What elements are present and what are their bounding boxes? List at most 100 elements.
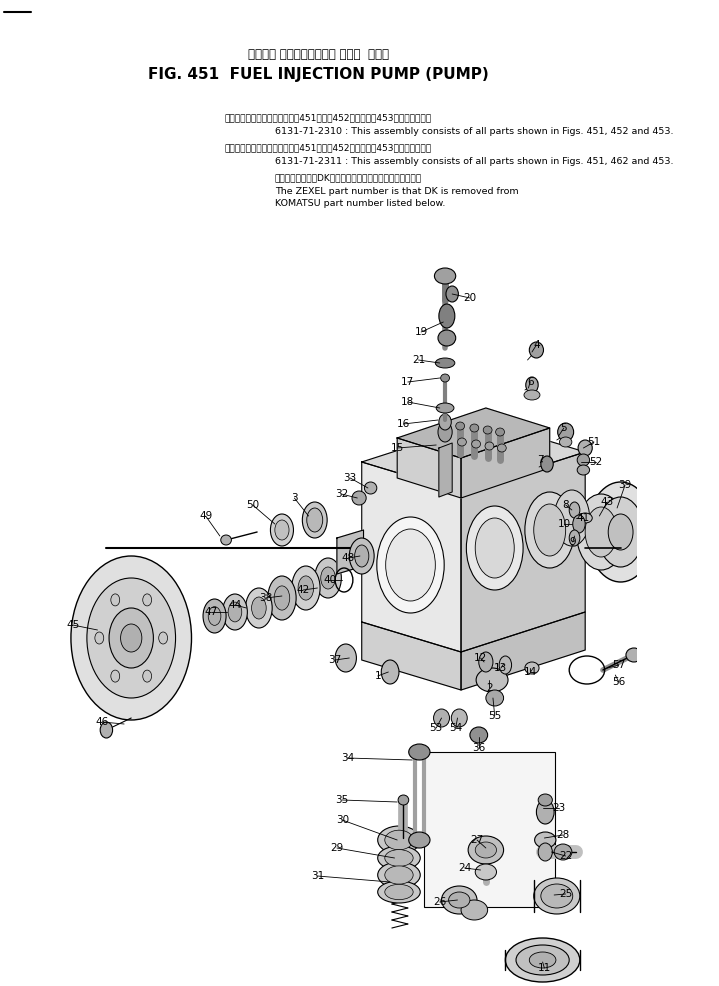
Ellipse shape xyxy=(377,846,420,870)
Ellipse shape xyxy=(495,428,505,436)
Ellipse shape xyxy=(398,795,408,805)
Ellipse shape xyxy=(302,502,327,538)
Ellipse shape xyxy=(252,597,266,619)
Text: 47: 47 xyxy=(204,607,218,617)
Ellipse shape xyxy=(486,690,503,706)
Ellipse shape xyxy=(449,892,470,908)
Ellipse shape xyxy=(499,656,512,674)
Ellipse shape xyxy=(385,884,413,899)
Ellipse shape xyxy=(298,576,313,600)
Text: 9: 9 xyxy=(569,537,576,547)
Text: 39: 39 xyxy=(618,480,632,490)
Text: 54: 54 xyxy=(449,723,462,733)
Ellipse shape xyxy=(223,594,247,630)
Text: 26: 26 xyxy=(433,897,446,907)
Ellipse shape xyxy=(475,518,514,578)
Text: 6131-71-2311 : This assembly consists of all parts shown in Figs. 451, 462 and 4: 6131-71-2311 : This assembly consists of… xyxy=(275,158,674,167)
Ellipse shape xyxy=(109,608,153,668)
Ellipse shape xyxy=(292,566,320,610)
Ellipse shape xyxy=(470,424,479,432)
Text: 45: 45 xyxy=(66,620,79,630)
Ellipse shape xyxy=(569,502,580,518)
Ellipse shape xyxy=(408,832,430,848)
Ellipse shape xyxy=(558,423,574,441)
Ellipse shape xyxy=(221,535,232,545)
Text: 20: 20 xyxy=(463,293,477,303)
Ellipse shape xyxy=(533,504,566,556)
Ellipse shape xyxy=(228,602,242,622)
Ellipse shape xyxy=(246,588,273,628)
Ellipse shape xyxy=(541,884,573,908)
Ellipse shape xyxy=(111,670,119,682)
Ellipse shape xyxy=(87,578,175,698)
Ellipse shape xyxy=(577,494,626,570)
Ellipse shape xyxy=(385,850,413,867)
Ellipse shape xyxy=(525,662,539,674)
Ellipse shape xyxy=(434,709,449,727)
Text: 27: 27 xyxy=(470,835,484,845)
Polygon shape xyxy=(362,422,585,492)
Ellipse shape xyxy=(485,442,494,450)
Text: 3: 3 xyxy=(291,493,298,503)
Ellipse shape xyxy=(385,529,435,601)
Ellipse shape xyxy=(438,330,456,346)
Ellipse shape xyxy=(573,515,585,533)
Polygon shape xyxy=(362,622,461,690)
Ellipse shape xyxy=(439,414,452,430)
Ellipse shape xyxy=(95,632,104,644)
Ellipse shape xyxy=(274,586,290,610)
Ellipse shape xyxy=(349,538,374,574)
Ellipse shape xyxy=(307,508,323,532)
Ellipse shape xyxy=(524,390,540,400)
Text: 19: 19 xyxy=(415,327,428,337)
Text: 1: 1 xyxy=(375,671,381,681)
Ellipse shape xyxy=(71,556,191,720)
Text: KOMATSU part number listed below.: KOMATSU part number listed below. xyxy=(275,198,445,207)
Ellipse shape xyxy=(529,952,556,968)
Text: 44: 44 xyxy=(229,600,242,610)
Text: 31: 31 xyxy=(311,871,324,881)
Ellipse shape xyxy=(446,286,459,302)
Ellipse shape xyxy=(441,374,449,382)
Text: 36: 36 xyxy=(472,743,485,753)
Text: 56: 56 xyxy=(613,677,626,687)
Ellipse shape xyxy=(441,886,477,914)
Ellipse shape xyxy=(377,826,420,854)
Text: 51: 51 xyxy=(587,437,600,447)
Ellipse shape xyxy=(452,709,467,727)
Ellipse shape xyxy=(468,836,503,864)
Ellipse shape xyxy=(554,490,590,546)
Polygon shape xyxy=(397,408,550,458)
Ellipse shape xyxy=(585,507,617,557)
Text: 15: 15 xyxy=(390,443,404,453)
Ellipse shape xyxy=(483,426,492,434)
Text: 7: 7 xyxy=(538,455,544,465)
Ellipse shape xyxy=(587,482,654,582)
Ellipse shape xyxy=(121,624,142,652)
Polygon shape xyxy=(439,443,452,497)
Ellipse shape xyxy=(335,644,357,672)
Ellipse shape xyxy=(456,422,464,430)
Ellipse shape xyxy=(578,513,592,523)
Ellipse shape xyxy=(377,862,420,888)
Ellipse shape xyxy=(541,456,553,472)
Ellipse shape xyxy=(275,520,289,540)
Text: FIG. 451  FUEL INJECTION PUMP (PUMP): FIG. 451 FUEL INJECTION PUMP (PUMP) xyxy=(148,67,489,83)
Text: 22: 22 xyxy=(559,851,572,861)
Text: 33: 33 xyxy=(344,473,357,483)
Polygon shape xyxy=(362,462,461,652)
Ellipse shape xyxy=(539,843,552,861)
Ellipse shape xyxy=(505,938,580,982)
Text: 18: 18 xyxy=(401,397,414,407)
Text: フェエル インジェクション ポンプ  ポンプ: フェエル インジェクション ポンプ ポンプ xyxy=(248,48,389,61)
Ellipse shape xyxy=(597,497,644,567)
Ellipse shape xyxy=(578,440,592,456)
Text: 17: 17 xyxy=(401,377,414,387)
Text: 57: 57 xyxy=(613,660,626,670)
Polygon shape xyxy=(337,530,364,574)
Ellipse shape xyxy=(467,506,523,590)
Text: 6131-71-2310 : This assembly consists of all parts shown in Figs. 451, 452 and 4: 6131-71-2310 : This assembly consists of… xyxy=(275,127,674,136)
Ellipse shape xyxy=(100,722,113,738)
Text: 48: 48 xyxy=(342,553,355,563)
Ellipse shape xyxy=(111,594,119,605)
